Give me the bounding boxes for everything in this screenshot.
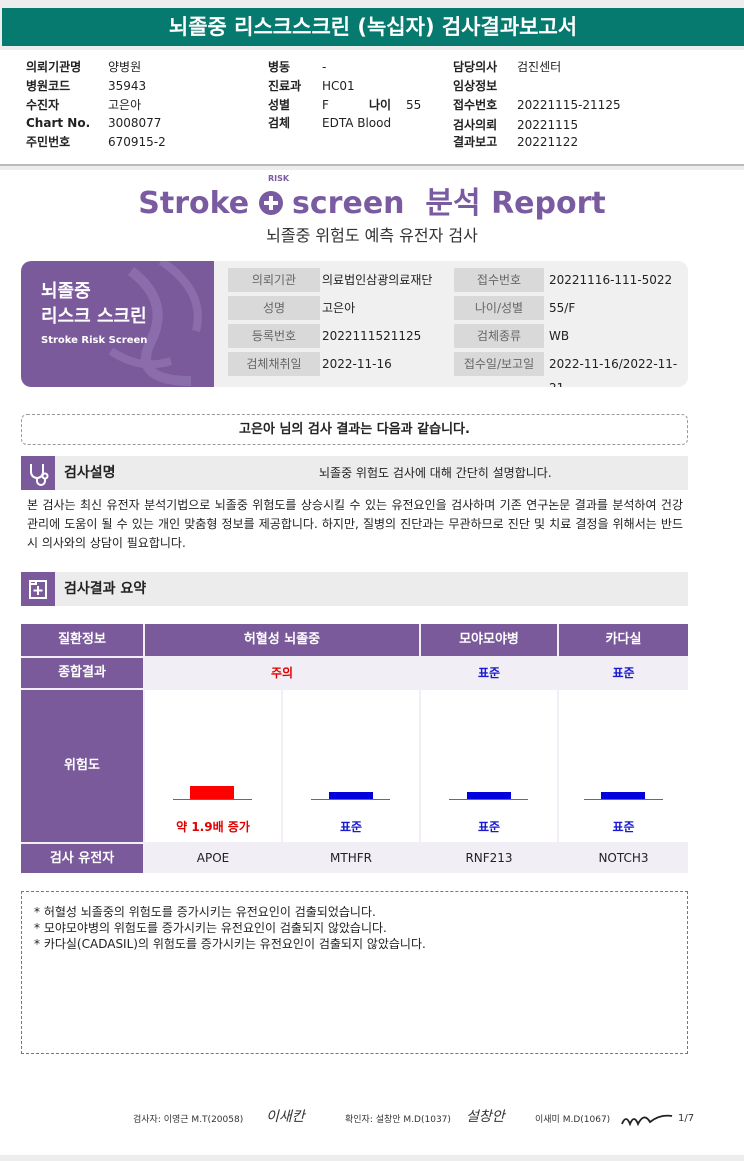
info-label: 검체종류 xyxy=(454,324,544,348)
risk-cell xyxy=(421,690,557,842)
header-field: 수진자 고은아 xyxy=(26,98,142,112)
info-label: 접수일/보고일 xyxy=(454,352,544,376)
header-field: 병동 - xyxy=(268,60,327,74)
gene-name: NOTCH3 xyxy=(598,851,649,865)
info-value: 2022111521125 xyxy=(322,329,422,343)
disease-header: 허혈성 뇌졸중 xyxy=(145,624,419,656)
note-line: * 카다실(CADASIL)의 위험도를 증가시키는 유전요인이 검출되지 않았… xyxy=(34,937,426,951)
notes-box: * 허혈성 뇌졸중의 위험도를 증가시키는 유전요인이 검출되었습니다. * 모… xyxy=(21,891,688,1054)
disease-header: 카다실 xyxy=(559,624,688,656)
gene-name: MTHFR xyxy=(330,851,372,865)
info-label: 나이/성별 xyxy=(454,296,544,320)
info-label: 성명 xyxy=(228,296,320,320)
decorative-pattern xyxy=(108,261,202,386)
brand-logo: Stroke screen 분석 Report xyxy=(138,186,606,221)
risk-bar xyxy=(190,786,234,799)
examiner-signature: 이새칸 xyxy=(266,1109,305,1125)
info-value: 고은아 xyxy=(322,301,356,315)
risk-bar xyxy=(467,792,511,799)
product-badge: 뇌졸중 리스크 스크린 Stroke Risk Screen xyxy=(21,261,214,387)
disease-header: 모야모야병 xyxy=(421,624,557,656)
gene-name: RNF213 xyxy=(465,851,513,865)
info-value: 2022-11-16 xyxy=(322,357,392,371)
risk-baseline xyxy=(311,799,390,800)
info-value: 20221116-111-5022 xyxy=(549,273,673,287)
header-field: 접수번호 20221115-21125 xyxy=(453,98,621,112)
row-label-gene: 검사 유전자 xyxy=(21,844,143,873)
header-field: 검사의뢰 20221115 xyxy=(453,118,579,132)
patient-info-box: 뇌졸중 리스크 스크린 Stroke Risk Screen 의뢰기관 의료법인삼… xyxy=(21,261,688,387)
risk-text: 표준 xyxy=(612,820,635,834)
risk-bar xyxy=(601,792,645,799)
header-field: 담당의사 검진센터 xyxy=(453,60,562,74)
description-paragraph: 본 검사는 최신 유전자 분석기법으로 뇌졸중 위험도를 상승시킬 수 있는 유… xyxy=(27,498,683,550)
report-title: 뇌졸중 리스크스크린 (녹십자) 검사결과보고서 xyxy=(2,8,744,46)
gene-name: APOE xyxy=(196,851,230,865)
row-label-disease: 질환정보 xyxy=(21,624,143,656)
header-field: 병원코드 35943 xyxy=(26,79,147,93)
confirmer-signature: 설창안 xyxy=(466,1109,505,1125)
add-document-icon xyxy=(21,572,55,606)
page-number: 1/7 xyxy=(678,1113,695,1124)
header-field: 검체 EDTA Blood xyxy=(268,116,392,130)
header-field: 결과보고 20221122 xyxy=(453,135,579,149)
overall-result: 표준 xyxy=(477,666,501,680)
subtitle: 뇌졸중 위험도 예측 유전자 검사 xyxy=(266,226,478,245)
risk-baseline xyxy=(584,799,663,800)
header-field: Chart No. 3008077 xyxy=(26,116,162,130)
overall-result: 주의 xyxy=(270,666,294,680)
header-field: 임상정보 xyxy=(453,79,498,93)
info-label: 등록번호 xyxy=(228,324,320,348)
header-field: 성별 F xyxy=(268,98,329,112)
confirmer: 확인자: 설창안 M.D(1037) xyxy=(345,1115,451,1125)
section-description-header: 검사설명 뇌졸중 위험도 검사에 대해 간단히 설명합니다. xyxy=(21,456,688,490)
header-field: 주민번호 670915-2 xyxy=(26,135,166,149)
results-table: 질환정보 허혈성 뇌졸중 모야모야병 카다실 종합결과 주의 표준 표준 위험도… xyxy=(21,624,688,873)
risk-text: 표준 xyxy=(339,820,363,834)
info-value: 55/F xyxy=(549,301,576,315)
note-line: * 모야모야병의 위험도를 증가시키는 유전요인이 검출되지 않았습니다. xyxy=(34,921,387,935)
info-label: 검체채취일 xyxy=(228,352,320,376)
row-label-risk: 위험도 xyxy=(21,690,143,842)
info-value: WB xyxy=(549,329,570,343)
overall-result: 표준 xyxy=(612,666,635,680)
risk-cell xyxy=(145,690,281,842)
header-field: 의뢰기관명 양병원 xyxy=(26,60,142,74)
risk-text: 표준 xyxy=(477,820,501,834)
risk-cell xyxy=(559,690,688,842)
plus-circle-icon xyxy=(258,191,283,215)
info-label: 의뢰기관 xyxy=(228,268,320,292)
signature-scribble xyxy=(621,1114,673,1127)
risk-cell xyxy=(283,690,419,842)
third-signer: 이새미 M.D(1067) xyxy=(535,1115,611,1125)
risk-baseline xyxy=(449,799,528,800)
info-value: 의료법인삼광의료재단 xyxy=(322,273,433,287)
header-field: 나이 55 xyxy=(369,98,422,112)
section-summary-header: 검사결과 요약 xyxy=(21,572,688,606)
info-label: 접수번호 xyxy=(454,268,544,292)
result-greeting: 고은아 님의 검사 결과는 다음과 같습니다. xyxy=(21,414,688,445)
stethoscope-icon xyxy=(21,456,55,490)
examiner: 검사자: 이영근 M.T(20058) xyxy=(133,1115,244,1125)
report-body: Stroke screen 분석 Report RISK 뇌졸중 위험도 예측 … xyxy=(0,170,744,1155)
header-field: 진료과 HC01 xyxy=(268,79,355,93)
row-label-overall: 종합결과 xyxy=(21,658,143,688)
info-value: 2022-11-16/2022-11-21 xyxy=(549,357,678,387)
risk-bar xyxy=(329,792,373,799)
risk-baseline xyxy=(173,799,252,800)
note-line: * 허혈성 뇌졸중의 위험도를 증가시키는 유전요인이 검출되었습니다. xyxy=(34,905,376,919)
patient-header: 의뢰기관명 양병원 병원코드 35943 수진자 고은아 Chart No. 30080… xyxy=(0,50,744,166)
risk-text: 약 1.9배 증가 xyxy=(176,820,250,834)
risk-tag: RISK xyxy=(268,174,290,183)
